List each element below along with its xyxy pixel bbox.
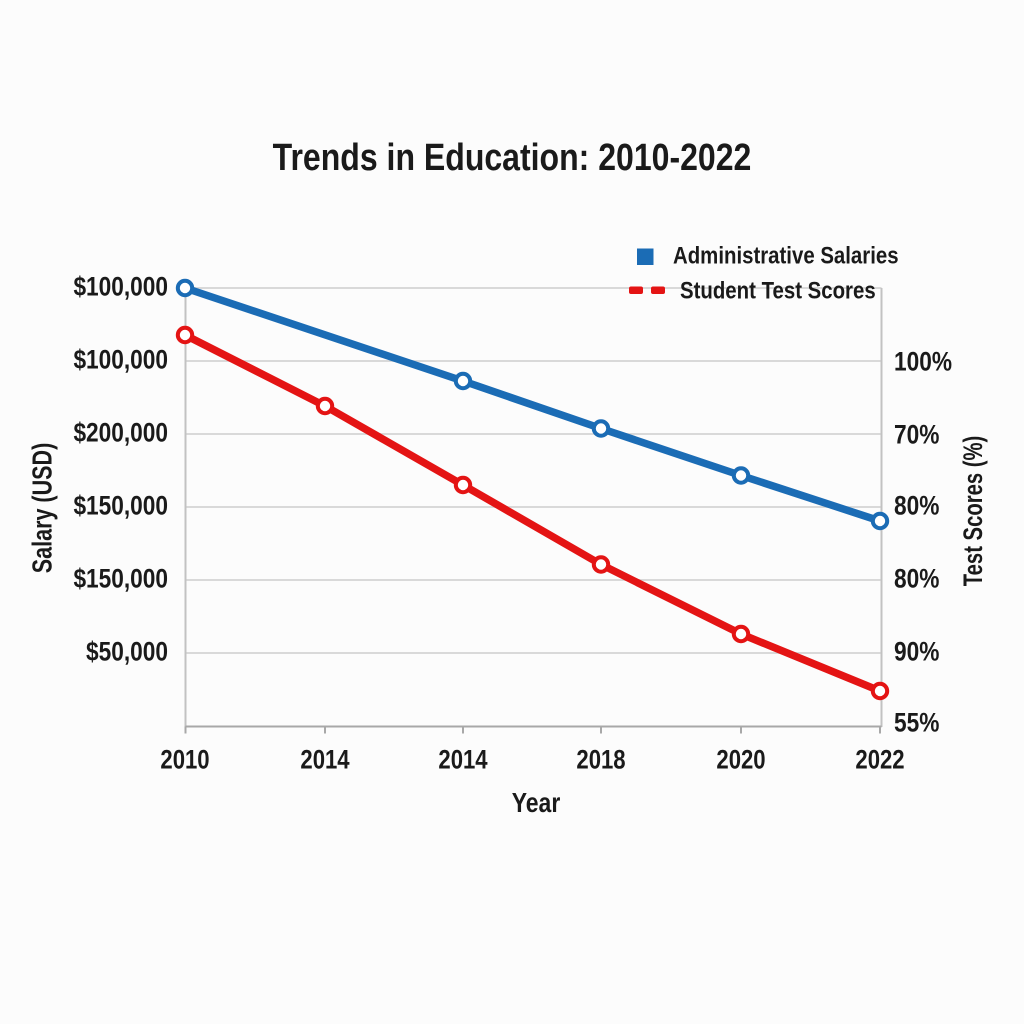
svg-text:$200,000: $200,000 (73, 418, 168, 448)
svg-text:$100,000: $100,000 (73, 345, 168, 375)
svg-text:70%: 70% (894, 420, 939, 450)
svg-text:2014: 2014 (438, 746, 487, 776)
svg-text:2014: 2014 (300, 746, 349, 776)
svg-text:Student Test Scores: Student Test Scores (680, 277, 876, 304)
svg-text:2022: 2022 (855, 746, 904, 776)
svg-text:$150,000: $150,000 (73, 564, 168, 594)
svg-text:80%: 80% (894, 564, 939, 594)
svg-text:90%: 90% (894, 637, 939, 667)
svg-text:2020: 2020 (716, 746, 765, 776)
svg-text:100%: 100% (894, 347, 952, 377)
svg-text:Administrative Salaries: Administrative Salaries (673, 242, 899, 269)
svg-text:80%: 80% (894, 491, 939, 521)
svg-text:Salary (USD): Salary (USD) (27, 443, 58, 574)
svg-text:Trends in Education: 2010-2022: Trends in Education: 2010-2022 (273, 136, 752, 178)
svg-text:2010: 2010 (160, 746, 209, 776)
svg-text:$50,000: $50,000 (86, 637, 168, 667)
svg-text:2018: 2018 (576, 746, 625, 776)
svg-text:$150,000: $150,000 (73, 491, 168, 521)
svg-text:55%: 55% (894, 708, 939, 738)
svg-text:$100,000: $100,000 (73, 272, 168, 302)
svg-text:Year: Year (512, 788, 561, 819)
svg-text:Test Scores (%): Test Scores (%) (958, 436, 989, 586)
